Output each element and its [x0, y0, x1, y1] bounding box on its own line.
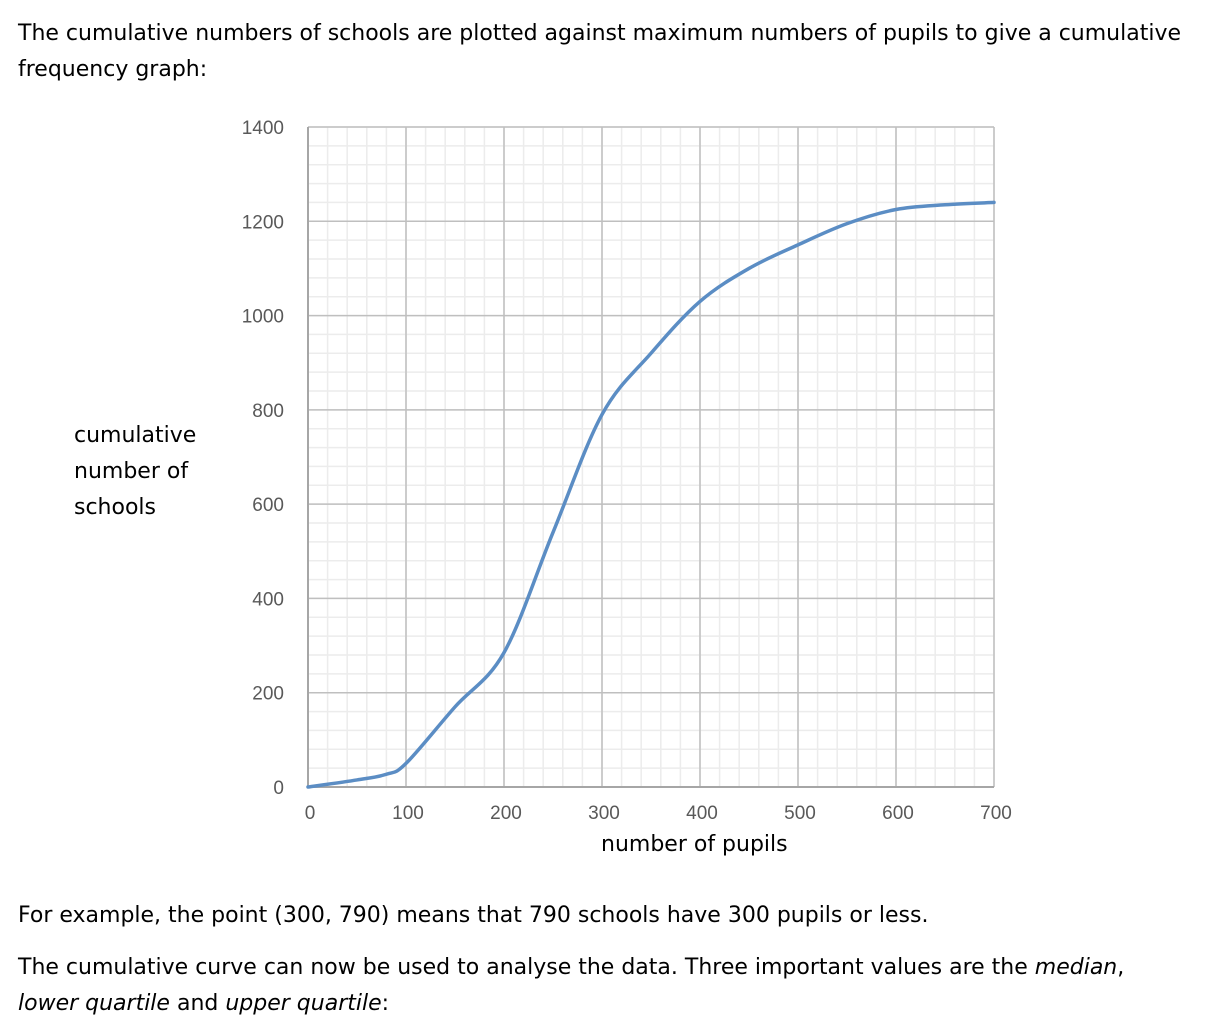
y-tick-label: 400 — [252, 589, 284, 610]
lower-quartile-term: lower quartile — [18, 991, 170, 1016]
separator: : — [381, 991, 390, 1016]
x-tick-label: 400 — [686, 803, 718, 824]
separator: and — [169, 991, 226, 1016]
upper-quartile-term: upper quartile — [225, 991, 382, 1016]
x-tick-label: 700 — [980, 803, 1012, 824]
x-tick-label: 300 — [588, 803, 620, 824]
x-axis-label: number of pupils — [601, 832, 788, 857]
y-tick-label: 0 — [273, 778, 284, 799]
x-tick-label: 200 — [490, 803, 522, 824]
analysis-text: The cumulative curve can now be used to … — [18, 955, 1035, 980]
y-tick-label: 1000 — [242, 307, 284, 328]
y-tick-label: 800 — [252, 401, 284, 422]
x-tick-label: 600 — [882, 803, 914, 824]
y-tick-label: 200 — [252, 684, 284, 705]
y-tick-label: 1200 — [242, 212, 284, 233]
y-axis-label: cumulative number of schools — [74, 423, 197, 520]
median-term: median — [1034, 955, 1118, 980]
x-tick-label: 100 — [392, 803, 424, 824]
example-paragraph: For example, the point (300, 790) means … — [18, 903, 929, 928]
x-tick-label: 500 — [784, 803, 816, 824]
x-tick-label: 0 — [305, 803, 316, 824]
intro-paragraph: The cumulative numbers of schools are pl… — [18, 21, 1182, 82]
y-tick-label: 600 — [252, 495, 284, 516]
analysis-paragraph: The cumulative curve can now be used to … — [18, 950, 1218, 1022]
y-tick-label: 1400 — [242, 118, 284, 139]
cumulative-frequency-curve — [306, 200, 996, 789]
separator: , — [1117, 955, 1125, 980]
